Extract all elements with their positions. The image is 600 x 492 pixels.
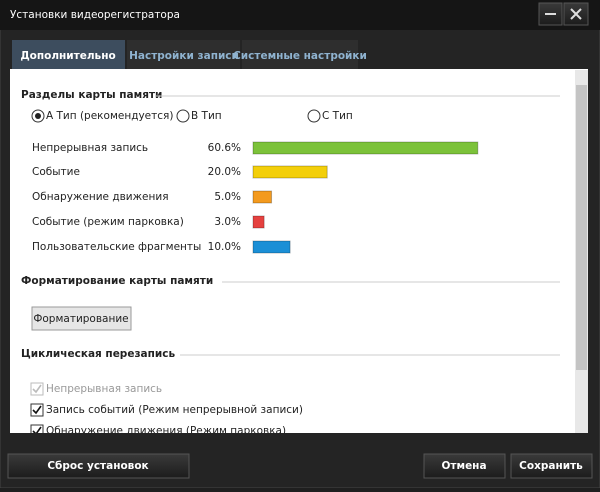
close-icon (570, 8, 582, 20)
tab[interactable] (242, 40, 358, 69)
partition-name: Пользовательские фрагменты (32, 241, 201, 253)
content: Разделы карты памяти Форматирование карт… (21, 89, 560, 437)
scroll-thumb[interactable] (576, 85, 587, 370)
button-label: Отмена (441, 460, 486, 472)
radio-label: B Тип (191, 110, 222, 122)
partition-name: Обнаружение движения (32, 191, 169, 203)
partition-name: Событие (режим парковка) (32, 216, 184, 228)
radio[interactable] (307, 109, 321, 123)
partition-bar (252, 190, 273, 204)
tab-label: Дополнительно (20, 50, 115, 62)
partition-bar (252, 141, 479, 155)
radio[interactable] (176, 109, 190, 123)
partition-name: Событие (32, 166, 80, 178)
partition-bar (252, 240, 291, 254)
checkbox[interactable] (30, 424, 44, 437)
tab[interactable] (12, 40, 125, 69)
partition-bar (252, 215, 265, 229)
check-mark (32, 405, 42, 415)
partition-percent: 60.6% (208, 142, 241, 154)
format-button[interactable] (31, 306, 132, 331)
checkbox-label: Обнаружение движения (Режим парковка) (46, 425, 286, 437)
tab[interactable] (127, 40, 240, 69)
check-mark (32, 384, 42, 394)
section-heading: Форматирование карты памяти (21, 275, 213, 287)
partition-bar (252, 165, 328, 179)
section-heading: Разделы карты памяти (21, 89, 162, 101)
partition-percent: 5.0% (214, 191, 241, 203)
tab-label: Настройки записи (129, 50, 239, 62)
title-bar (0, 0, 600, 30)
tab-label: Системные настройки (233, 50, 367, 62)
radio-label: C Тип (322, 110, 353, 122)
reset-button[interactable] (7, 453, 190, 479)
save-button[interactable] (510, 453, 593, 479)
checkbox-label: Запись событий (Режим непрерывной записи… (46, 404, 303, 416)
radio-dot (35, 113, 41, 119)
cancel-button[interactable] (423, 453, 506, 479)
check-mark (32, 426, 42, 433)
content-panel (10, 69, 588, 433)
partition-percent: 3.0% (214, 216, 241, 228)
partition-percent: 10.0% (208, 241, 241, 253)
partition-name: Непрерывная запись (32, 142, 148, 154)
section-heading: Циклическая перезапись (21, 348, 175, 360)
button-label: Форматирование (33, 313, 128, 325)
checkbox[interactable] (30, 403, 44, 417)
button-label: Сброс установок (47, 460, 148, 472)
partition-percent: 20.0% (208, 166, 241, 178)
window-title: Установки видеорегистратора (10, 9, 180, 21)
checkbox-label: Непрерывная запись (46, 383, 162, 395)
checkbox (30, 382, 44, 396)
radio-label: A Тип (рекомендуется) (46, 110, 173, 122)
button-label: Сохранить (519, 460, 583, 472)
